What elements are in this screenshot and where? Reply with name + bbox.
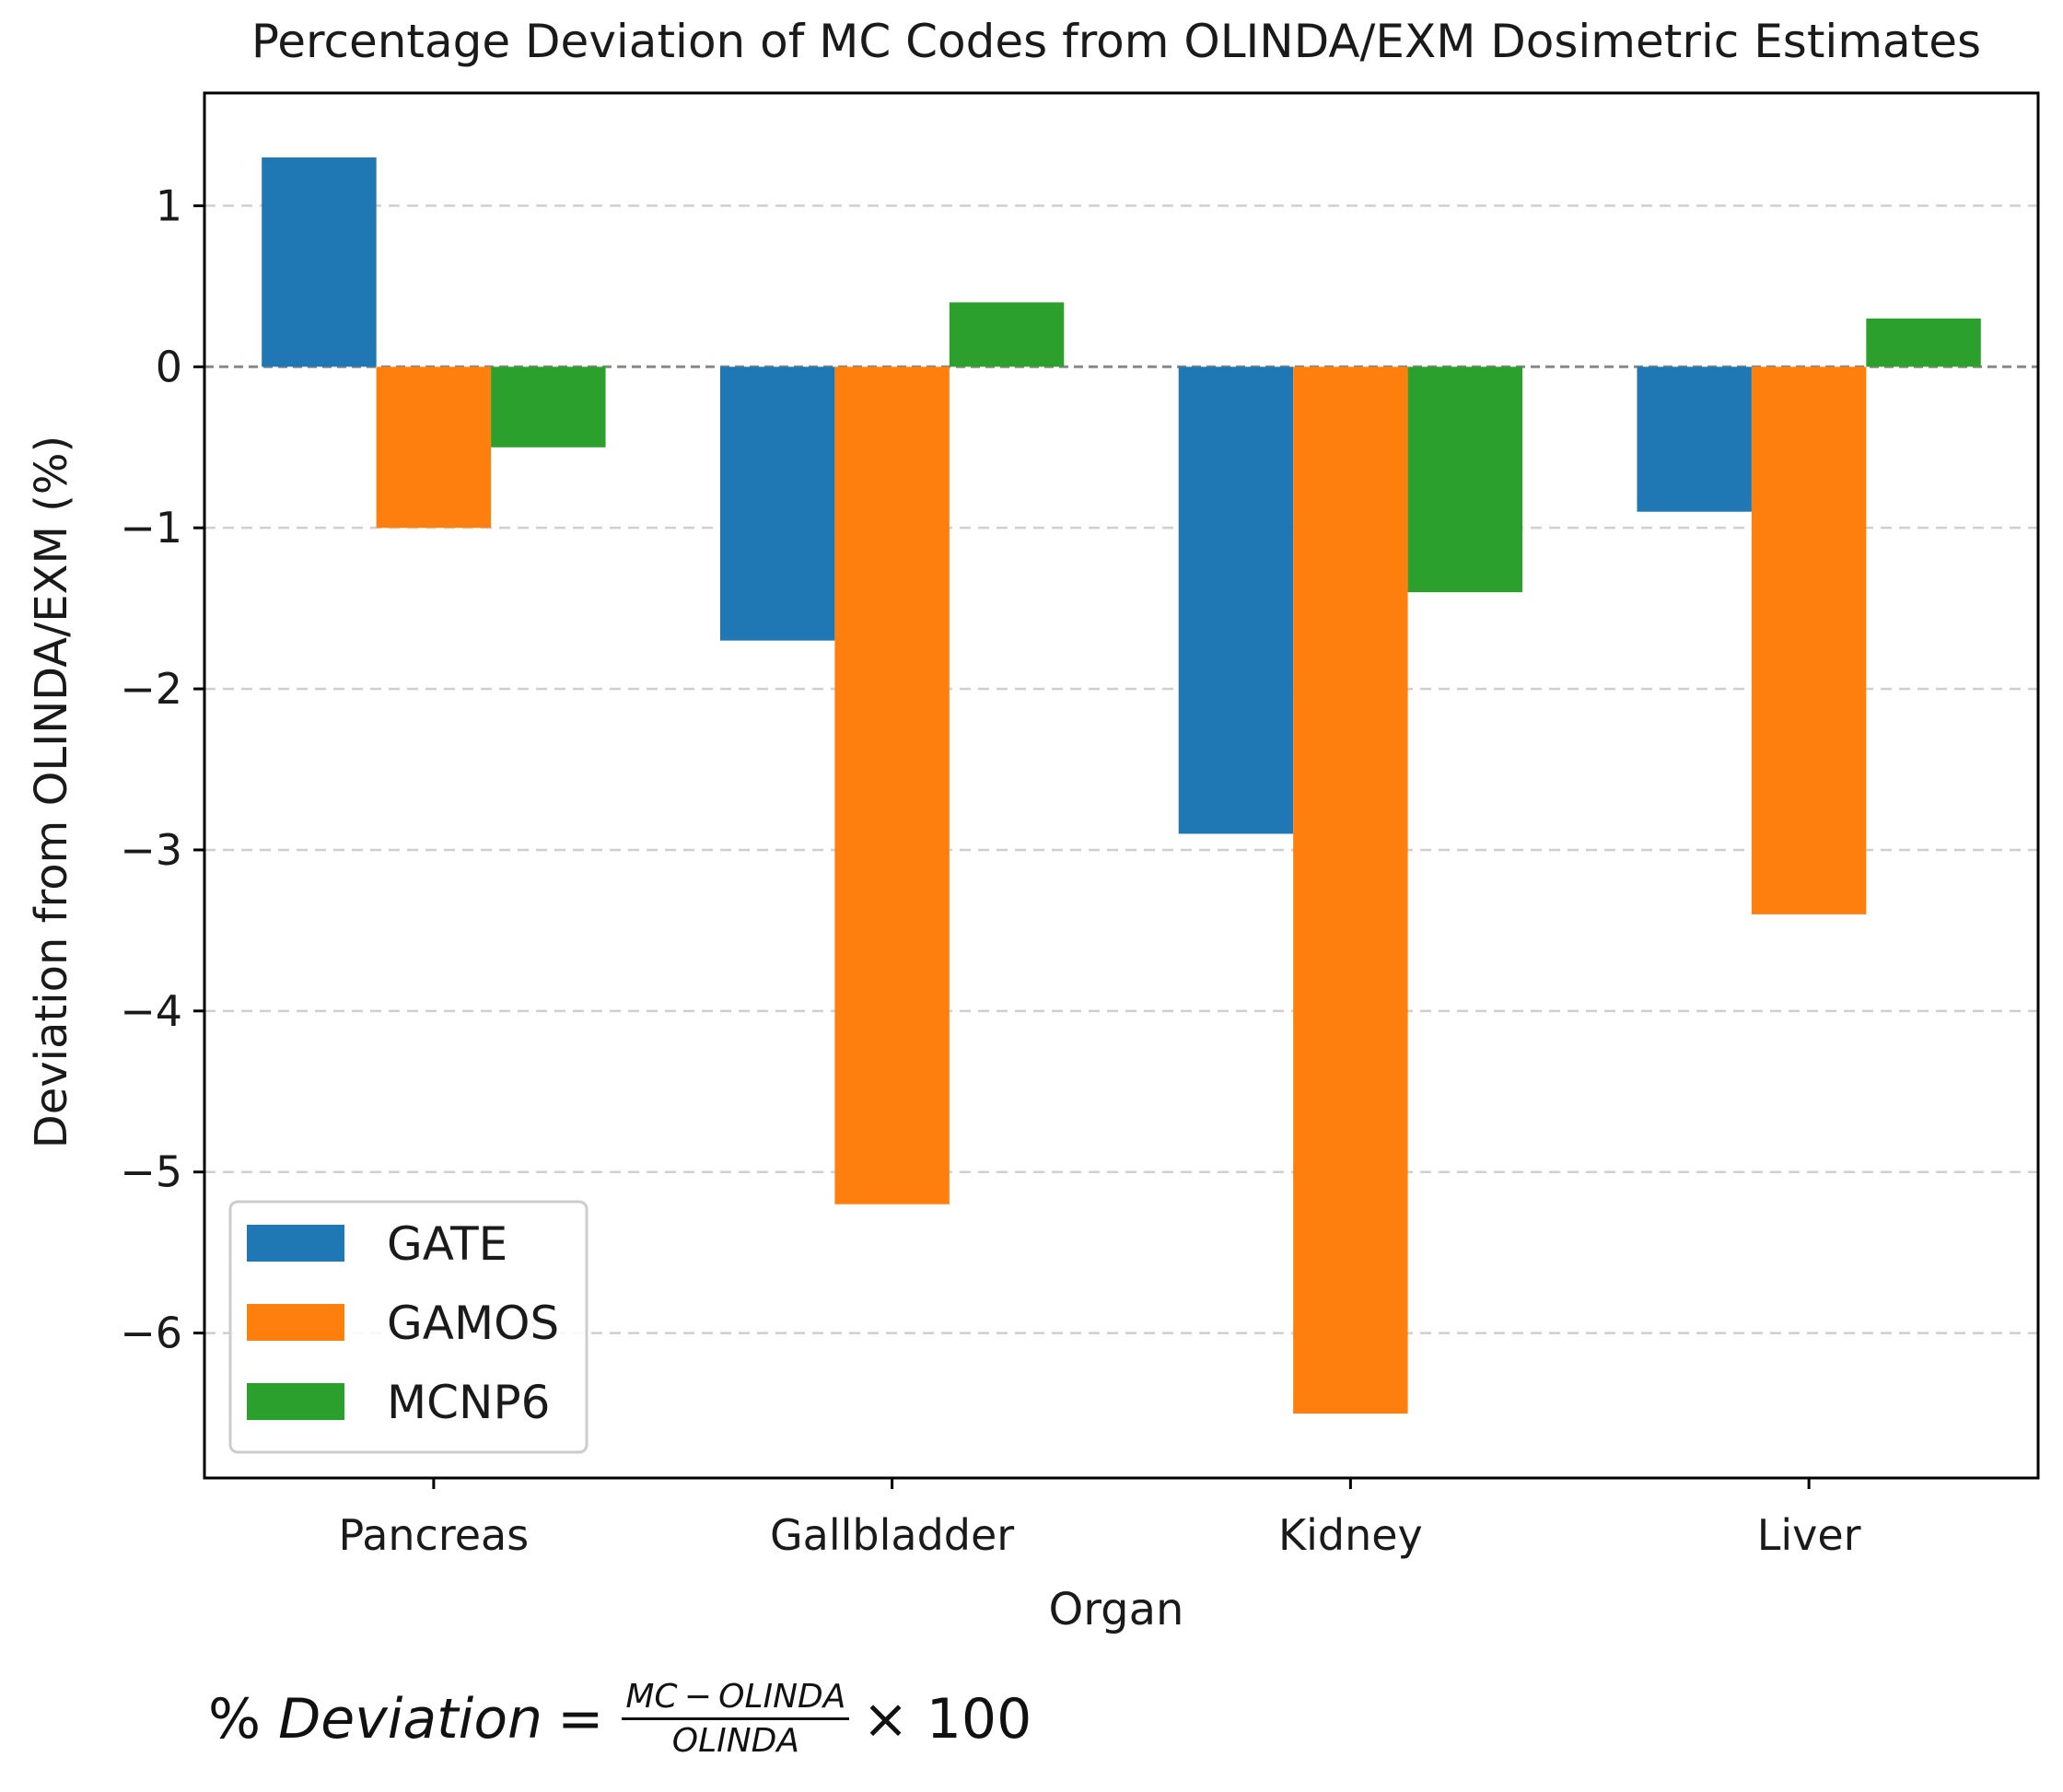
x-axis-label: Organ — [1049, 1584, 1184, 1635]
formula-fraction: MC − OLINDA OLINDA — [622, 1678, 850, 1761]
formula-denominator: OLINDA — [671, 1722, 800, 1761]
y-tick-label: −5 — [120, 1147, 182, 1197]
y-tick-label: 0 — [156, 342, 182, 391]
plot-frame — [203, 91, 2040, 1480]
bar-mcnp6-gallbladder — [949, 302, 1065, 367]
y-tick-label: 1 — [156, 180, 182, 230]
bar-gate-pancreas — [262, 157, 377, 367]
formula-numerator: MC − OLINDA — [622, 1678, 850, 1721]
x-tick-label: Liver — [1757, 1510, 1861, 1560]
bar-mcnp6-pancreas — [491, 367, 606, 448]
legend-label-gamos: GAMOS — [387, 1297, 559, 1350]
bar-gate-gallbladder — [719, 367, 835, 641]
legend-swatch-gamos — [247, 1304, 344, 1341]
y-tick-label: −6 — [120, 1309, 182, 1358]
legend-label-gate: GATE — [387, 1217, 507, 1271]
bar-gamos-gallbladder — [834, 367, 950, 1204]
formula-equals: = — [557, 1686, 604, 1751]
chart-title: Percentage Deviation of MC Codes from OL… — [251, 15, 1981, 68]
bar-gamos-pancreas — [376, 367, 492, 529]
x-tick-label: Kidney — [1278, 1510, 1423, 1560]
bar-mcnp6-kidney — [1407, 367, 1523, 593]
x-tick-label: Gallbladder — [770, 1510, 1014, 1560]
bar-mcnp6-liver — [1866, 318, 1981, 367]
y-tick-label: −3 — [120, 825, 182, 875]
x-axis-ticks: Pancreas Gallbladder Kidney Liver — [339, 1478, 1861, 1560]
bar-gate-liver — [1637, 367, 1752, 512]
legend-label-mcnp6: MCNP6 — [387, 1376, 550, 1429]
legend: GATE GAMOS MCNP6 — [228, 1200, 589, 1454]
legend-swatch-mcnp6 — [247, 1383, 344, 1420]
legend-swatch-gate — [247, 1225, 344, 1262]
y-axis-ticks: 1 0 −1 −2 −3 −4 −5 −6 — [120, 180, 204, 1358]
bars — [262, 157, 1981, 1414]
formula-prefix: % — [208, 1686, 279, 1751]
formula-lhs: Deviation — [278, 1686, 543, 1751]
y-tick-label: −1 — [120, 503, 182, 553]
deviation-formula: % Deviation = MC − OLINDA OLINDA × 100 — [208, 1678, 1032, 1761]
x-tick-label: Pancreas — [339, 1510, 530, 1560]
y-tick-label: −4 — [120, 986, 182, 1036]
formula-multiplier: × 100 — [862, 1686, 1032, 1751]
bar-gamos-liver — [1751, 367, 1867, 914]
bar-gamos-kidney — [1293, 367, 1408, 1414]
y-tick-label: −2 — [120, 664, 182, 714]
y-axis-label: Deviation from OLINDA/EXM (%) — [26, 436, 77, 1148]
bar-gate-kidney — [1178, 367, 1294, 834]
